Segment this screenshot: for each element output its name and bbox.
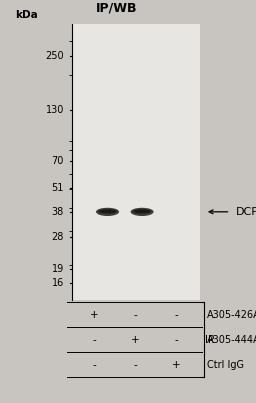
Text: kDa: kDa (15, 10, 38, 20)
Text: +: + (172, 360, 181, 370)
Text: -: - (175, 310, 178, 320)
Text: 28: 28 (52, 232, 64, 242)
Text: -: - (93, 360, 97, 370)
Text: 19: 19 (52, 264, 64, 274)
Text: -: - (134, 310, 137, 320)
Text: -: - (134, 360, 137, 370)
Text: 16: 16 (52, 278, 64, 288)
Text: Ctrl IgG: Ctrl IgG (207, 360, 244, 370)
Ellipse shape (133, 209, 151, 214)
Ellipse shape (99, 209, 116, 214)
Text: +: + (90, 310, 99, 320)
Text: 70: 70 (52, 156, 64, 166)
Ellipse shape (131, 208, 154, 216)
Text: DCPS: DCPS (236, 207, 256, 217)
Text: 250: 250 (45, 52, 64, 62)
Text: A305-444A: A305-444A (207, 335, 256, 345)
Text: +: + (131, 335, 140, 345)
Text: -: - (175, 335, 178, 345)
Text: 51: 51 (52, 183, 64, 193)
Text: 38: 38 (52, 207, 64, 217)
Text: -: - (93, 335, 97, 345)
Ellipse shape (96, 208, 119, 216)
Text: IP: IP (205, 335, 214, 345)
Text: 130: 130 (46, 106, 64, 115)
Text: A305-426A: A305-426A (207, 310, 256, 320)
Text: IP/WB: IP/WB (96, 1, 137, 14)
